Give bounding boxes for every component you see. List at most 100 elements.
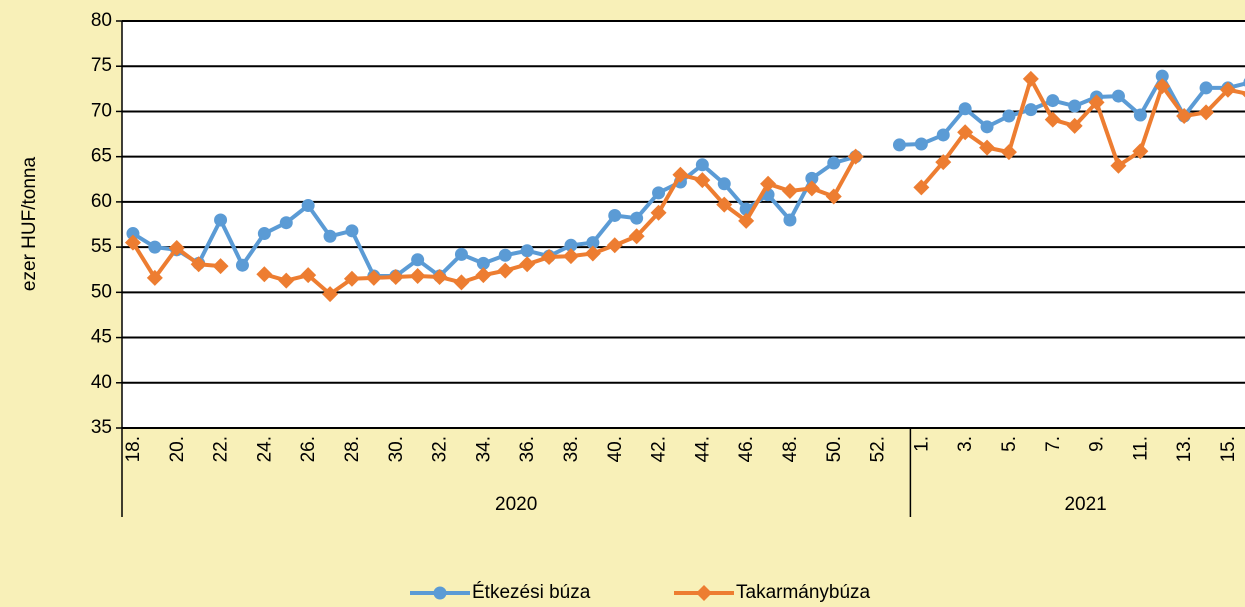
marker xyxy=(411,253,425,267)
marker xyxy=(235,258,249,272)
marker xyxy=(1066,117,1083,134)
marker xyxy=(1199,81,1213,95)
marker xyxy=(148,240,162,254)
marker xyxy=(716,196,733,213)
x-group-label: 2021 xyxy=(1064,494,1106,515)
marker xyxy=(936,128,950,142)
y-tick-label: 70 xyxy=(91,100,112,121)
marker xyxy=(431,268,448,285)
marker xyxy=(564,238,578,252)
x-tick-label: 7. xyxy=(1043,436,1064,452)
y-tick-label: 80 xyxy=(91,10,112,31)
legend-marker xyxy=(433,586,447,600)
marker xyxy=(805,171,819,185)
marker xyxy=(913,179,930,196)
x-group-label: 2020 xyxy=(495,494,537,515)
marker xyxy=(935,154,952,171)
marker xyxy=(212,258,229,275)
x-tick-label: 1. xyxy=(911,436,932,452)
marker xyxy=(541,249,558,266)
marker xyxy=(628,228,645,245)
x-tick-label: 28. xyxy=(342,436,363,462)
marker xyxy=(168,240,185,257)
marker xyxy=(1002,109,1016,123)
marker xyxy=(409,268,426,285)
marker xyxy=(322,286,339,303)
x-tick-label: 22. xyxy=(211,436,232,462)
marker xyxy=(1110,157,1127,174)
marker xyxy=(717,177,731,191)
marker xyxy=(475,267,492,284)
marker xyxy=(498,248,512,262)
marker xyxy=(214,213,228,227)
marker xyxy=(1133,108,1147,122)
x-tick-label: 11. xyxy=(1130,436,1151,461)
x-tick-label: 13. xyxy=(1174,436,1195,462)
marker xyxy=(781,183,798,200)
marker xyxy=(672,166,689,183)
y-tick-label: 55 xyxy=(91,236,112,257)
marker xyxy=(345,224,359,238)
y-tick-label: 60 xyxy=(91,191,112,212)
marker xyxy=(278,272,295,289)
marker xyxy=(783,213,797,227)
marker xyxy=(520,244,534,258)
y-tick-label: 35 xyxy=(91,417,112,438)
y-tick-label: 50 xyxy=(91,281,112,302)
marker xyxy=(606,237,623,254)
marker xyxy=(1219,81,1236,98)
marker xyxy=(1024,103,1038,117)
marker xyxy=(738,212,755,229)
marker xyxy=(586,236,600,250)
marker xyxy=(695,158,709,172)
marker xyxy=(1044,111,1061,128)
marker xyxy=(652,186,666,200)
x-tick-label: 9. xyxy=(1087,436,1108,452)
marker xyxy=(892,138,906,152)
marker xyxy=(608,208,622,222)
y-axis-title: ezer HUF/tonna xyxy=(19,157,40,292)
marker xyxy=(519,256,536,273)
x-tick-label: 20. xyxy=(167,436,188,462)
y-tick-label: 40 xyxy=(91,372,112,393)
marker xyxy=(124,234,141,251)
x-tick-label: 44. xyxy=(692,436,713,462)
marker xyxy=(387,268,404,285)
marker xyxy=(1155,69,1169,83)
marker xyxy=(847,148,864,165)
y-tick-label: 65 xyxy=(91,146,112,167)
marker xyxy=(630,211,644,225)
marker xyxy=(1132,143,1149,160)
marker xyxy=(1111,89,1125,103)
marker xyxy=(803,180,820,197)
x-tick-label: 15. xyxy=(1218,436,1239,462)
x-tick-label: 24. xyxy=(254,436,275,462)
marker xyxy=(301,199,315,213)
marker xyxy=(1088,94,1105,111)
marker xyxy=(1046,94,1060,108)
x-tick-label: 40. xyxy=(605,436,626,462)
marker xyxy=(957,124,974,141)
y-tick-label: 45 xyxy=(91,327,112,348)
marker xyxy=(365,269,382,286)
x-tick-label: 48. xyxy=(780,436,801,462)
marker xyxy=(760,175,777,192)
marker xyxy=(1176,107,1193,124)
marker xyxy=(827,156,841,170)
x-tick-label: 3. xyxy=(955,436,976,452)
marker xyxy=(562,248,579,265)
marker xyxy=(650,204,667,221)
marker xyxy=(1068,99,1082,113)
marker xyxy=(958,102,972,116)
marker xyxy=(126,227,140,241)
x-tick-label: 5. xyxy=(999,436,1020,452)
marker xyxy=(146,269,163,286)
marker xyxy=(497,262,514,279)
marker xyxy=(279,216,293,230)
y-tick-label: 75 xyxy=(91,55,112,76)
marker xyxy=(454,247,468,261)
x-tick-label: 42. xyxy=(649,436,670,462)
x-tick-label: 30. xyxy=(386,436,407,462)
